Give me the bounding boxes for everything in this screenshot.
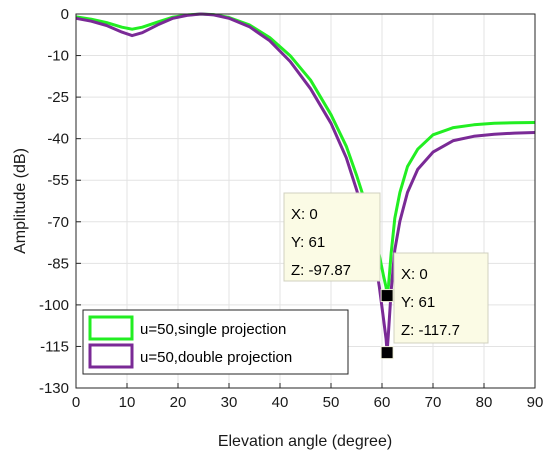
y-tick-label: -10 — [47, 48, 69, 65]
x-axis-label: Elevation angle (degree) — [218, 433, 392, 450]
x-tick-label: 20 — [170, 394, 187, 411]
legend-swatch-double — [88, 343, 134, 369]
x-tick-label: 60 — [374, 394, 391, 411]
legend-swatch-single — [88, 315, 134, 341]
legend-label-single: u=50,single projection — [140, 321, 286, 338]
y-tick-label: -70 — [47, 214, 69, 231]
y-axis-ticks: 0 -10 -25 -40 -55 -70 -85 -100 -115 -130 — [39, 6, 81, 397]
datatip-x-text: X: 0 — [291, 206, 318, 223]
datatips: X: 0 Y: 61 Z: -97.87 X: 0 Y: 61 Z: -117.7 — [283, 192, 489, 360]
y-tick-label: -55 — [47, 172, 69, 189]
y-tick-label: -130 — [39, 380, 69, 397]
y-tick-label: -85 — [47, 255, 69, 272]
x-tick-label: 90 — [527, 394, 544, 411]
y-tick-label: -40 — [47, 131, 69, 148]
datatip-2: X: 0 Y: 61 Z: -117.7 — [380, 252, 489, 360]
legend-label-double: u=50,double projection — [140, 349, 292, 366]
y-tick-label: -115 — [40, 338, 69, 355]
series-line-single — [75, 12, 536, 298]
y-axis-label: Amplitude (dB) — [12, 148, 29, 254]
x-tick-label: 50 — [323, 394, 340, 411]
series-lines — [75, 12, 536, 355]
x-tick-label: 30 — [221, 394, 238, 411]
legend-box — [82, 309, 349, 375]
x-tick-label: 40 — [272, 394, 289, 411]
y-tick-label: -25 — [47, 89, 69, 106]
y-tick-label: 0 — [61, 6, 69, 23]
legend: u=50,single projection u=50,double proje… — [82, 309, 349, 375]
datatip-box — [393, 252, 489, 344]
datatip-1: X: 0 Y: 61 Z: -97.87 — [283, 192, 394, 303]
x-tick-label: 80 — [476, 394, 493, 411]
y-tick-label: -100 — [39, 297, 69, 314]
datatip-marker — [380, 289, 394, 303]
datatip-box — [283, 192, 381, 282]
x-tick-label: 0 — [72, 394, 80, 411]
datatip-z-text: Z: -117.7 — [401, 322, 460, 339]
x-axis-ticks: 0 10 20 30 40 50 60 70 80 90 — [72, 383, 544, 411]
x-tick-label: 70 — [425, 394, 442, 411]
plot-frame — [75, 13, 536, 389]
datatip-marker — [380, 346, 394, 360]
datatip-y-text: Y: 61 — [291, 234, 325, 251]
datatip-z-text: Z: -97.87 — [291, 262, 351, 279]
datatip-y-text: Y: 61 — [401, 294, 435, 311]
series-line-double — [75, 12, 536, 355]
x-tick-label: 10 — [119, 394, 136, 411]
datatip-x-text: X: 0 — [401, 266, 428, 283]
